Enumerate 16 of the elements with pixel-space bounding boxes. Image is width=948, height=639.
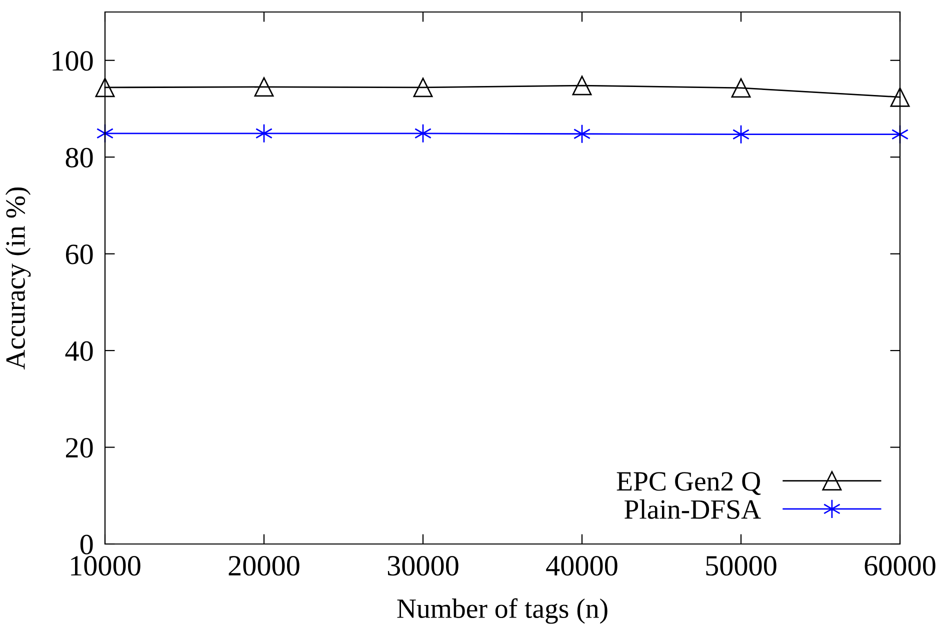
x-tick-label: 30000 bbox=[388, 556, 458, 576]
y-axis-title: Accuracy (in %) bbox=[5, 187, 31, 370]
x-axis-title: Number of tags (n) bbox=[397, 598, 608, 624]
x-tick-label: 50000 bbox=[706, 556, 776, 576]
y-tick-label: 100 bbox=[52, 51, 93, 71]
legend-label: EPC Gen2 Q bbox=[616, 472, 761, 496]
y-tick-label: 60 bbox=[66, 244, 93, 264]
y-tick-label: 40 bbox=[65, 341, 93, 361]
y-tick-label: 80 bbox=[66, 148, 93, 168]
x-tick-label: 40000 bbox=[546, 556, 618, 576]
x-tick-label: 20000 bbox=[228, 556, 300, 576]
x-tick-label: 10000 bbox=[71, 556, 140, 576]
legend-label: Plain-DFSA bbox=[624, 499, 761, 519]
x-tick-label: 60000 bbox=[864, 556, 936, 576]
y-tick-label: 0 bbox=[80, 534, 93, 554]
y-tick-label: 20 bbox=[66, 438, 93, 458]
